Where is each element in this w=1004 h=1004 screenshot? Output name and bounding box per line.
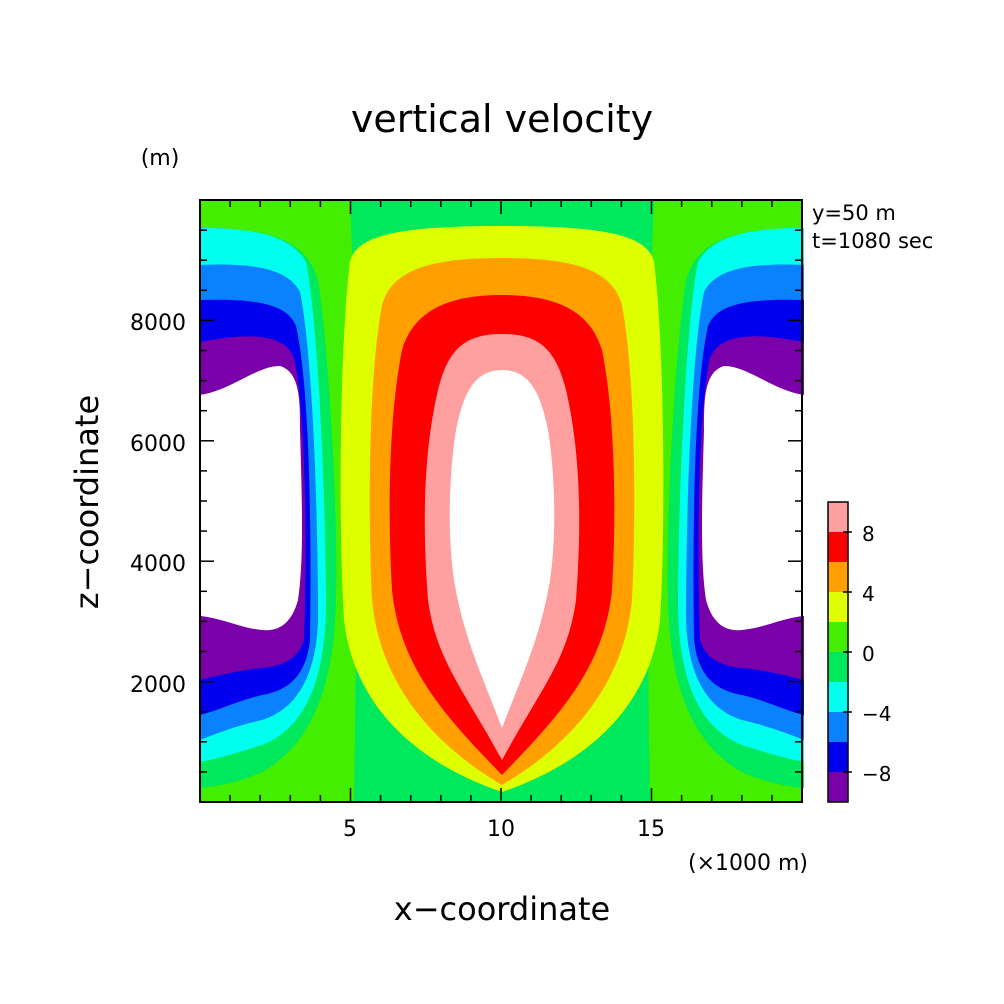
colorbar-tick-label: 0 (862, 642, 875, 666)
updraft-region (340, 200, 664, 802)
colorbar-tick-label: 4 (862, 582, 875, 606)
y-unit-label: (m) (141, 146, 180, 171)
colorbar-swatch (828, 502, 848, 532)
info-y-position: y=50 m (812, 201, 896, 225)
left-downdraft-region (200, 228, 337, 788)
colorbar-tick-label: −8 (862, 762, 891, 786)
x-axis-label: x−coordinate (394, 890, 610, 928)
chart-title: vertical velocity (351, 97, 653, 141)
colorbar (827, 501, 852, 803)
colorbar-swatch (828, 772, 848, 802)
colorbar-swatch (828, 532, 848, 562)
y-tick-label: 6000 (130, 432, 186, 457)
colorbar-swatch (828, 652, 848, 682)
x-unit-label: (×1000 m) (688, 851, 808, 876)
colorbar-swatch (828, 682, 848, 712)
y-tick-label: 2000 (130, 673, 186, 698)
colorbar-tick-label: −4 (862, 702, 891, 726)
x-tick-label: 15 (637, 817, 665, 842)
colorbar-swatch (828, 712, 848, 742)
x-tick-label: 10 (487, 817, 515, 842)
colorbar-swatch (828, 742, 848, 772)
right-downdraft-region (667, 228, 804, 788)
colorbar-swatch (828, 622, 848, 652)
y-axis-label: z−coordinate (68, 395, 106, 609)
y-tick-label: 8000 (130, 311, 186, 336)
contour-level-above-10 (449, 370, 555, 728)
right-contour-level-below-minus-10 (702, 366, 804, 631)
info-time: t=1080 sec (812, 229, 933, 253)
left-contour-level-below-minus-10 (200, 366, 302, 631)
axis-ticks (200, 200, 802, 802)
y-tick-label: 4000 (130, 552, 186, 577)
colorbar-swatch (828, 562, 848, 592)
plot-area (199, 199, 804, 803)
colorbar-swatch (828, 592, 848, 622)
colorbar-tick-label: 8 (862, 522, 875, 546)
x-tick-label: 5 (343, 817, 357, 842)
